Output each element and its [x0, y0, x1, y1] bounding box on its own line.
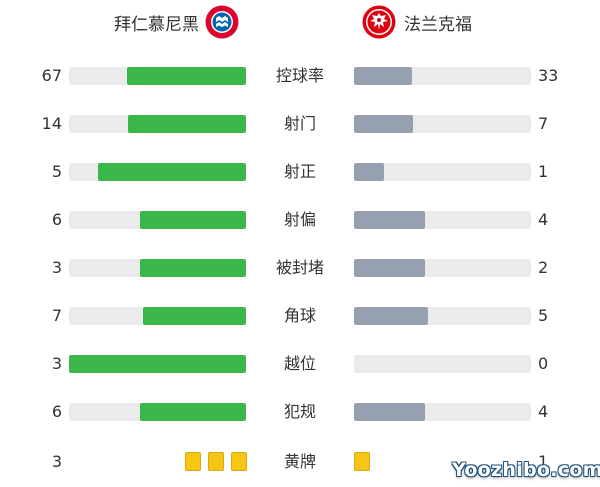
home-stat-bar [69, 403, 246, 421]
away-stat-bar-fill [354, 115, 413, 133]
stat-row: 3 越位 0 [0, 354, 600, 374]
yellow-card-icon [185, 452, 201, 471]
home-stat-value: 3 [51, 258, 62, 277]
stat-label: 犯规 [283, 402, 316, 421]
home-stat-value: 67 [41, 66, 62, 85]
yellow-card-icon [231, 452, 247, 471]
away-stat-bar [354, 163, 531, 181]
home-stat-bar-fill [140, 259, 246, 277]
away-stat-bar [354, 355, 531, 373]
home-stat-value: 7 [51, 306, 62, 325]
home-stat-bar-fill [140, 403, 246, 421]
away-stat-bar-fill [354, 67, 412, 85]
away-stat-bar [354, 307, 531, 325]
home-yellow-cards: 3 [51, 452, 62, 471]
teams-header: 拜仁慕尼黑 法兰克福 [0, 0, 600, 48]
away-yellow-cards: 1 [538, 452, 549, 471]
stat-label: 越位 [283, 354, 316, 373]
home-stat-value: 5 [51, 162, 62, 181]
home-stat-bar-fill [143, 307, 246, 325]
home-stat-bar [69, 67, 246, 85]
home-team-name: 拜仁慕尼黑 [114, 14, 199, 35]
away-stat-bar-fill [354, 163, 384, 181]
away-stat-value: 5 [538, 306, 549, 325]
stat-label: 被封堵 [275, 258, 324, 277]
away-team: 法兰克福 [362, 4, 472, 40]
yellow-card-icon [208, 452, 224, 471]
away-stat-value: 2 [538, 258, 549, 277]
stat-label: 射偏 [283, 210, 316, 229]
away-stat-value: 1 [538, 162, 549, 181]
away-stat-value: 4 [538, 402, 549, 421]
home-stat-bar-fill [69, 355, 246, 373]
home-stat-value: 6 [51, 402, 62, 421]
stat-row: 14 射门 7 [0, 114, 600, 134]
away-stat-bar [354, 115, 531, 133]
yellow-card-row: 3 黄牌 1 [0, 452, 600, 472]
away-stat-value: 7 [538, 114, 549, 133]
home-stat-bar [69, 163, 246, 181]
home-stat-bar-fill [140, 211, 246, 229]
home-stat-bar-fill [128, 115, 246, 133]
stat-label: 射门 [283, 114, 316, 133]
away-stat-bar-fill [354, 307, 428, 325]
yellow-card-icon [354, 452, 370, 471]
yellow-card-label: 黄牌 [283, 452, 316, 471]
stat-label: 控球率 [275, 66, 324, 85]
watermark: Yoozhibo.com [452, 459, 600, 481]
stat-row: 67 控球率 33 [0, 66, 600, 86]
bayern-munich-logo-icon [205, 5, 239, 39]
away-stat-value: 4 [538, 210, 549, 229]
home-stat-bar [69, 355, 246, 373]
home-stat-bar-fill [127, 67, 246, 85]
eintracht-frankfurt-eagle-logo-icon [362, 5, 396, 39]
home-stat-value: 3 [51, 354, 62, 373]
stat-row: 6 犯规 4 [0, 402, 600, 422]
stat-row: 5 射正 1 [0, 162, 600, 182]
home-stat-bar [69, 259, 246, 277]
stat-label: 角球 [283, 306, 316, 325]
home-stat-bar [69, 211, 246, 229]
home-stat-value: 14 [41, 114, 62, 133]
away-stat-bar-fill [354, 403, 425, 421]
home-team: 拜仁慕尼黑 [114, 4, 239, 40]
away-stat-bar [354, 211, 531, 229]
away-stat-bar-fill [354, 211, 425, 229]
away-team-name: 法兰克福 [404, 14, 472, 35]
stat-label: 射正 [283, 162, 316, 181]
home-stat-bar [69, 307, 246, 325]
home-stat-bar-fill [98, 163, 246, 181]
away-stat-bar-fill [354, 259, 425, 277]
away-stat-value: 33 [538, 66, 559, 85]
home-stat-value: 6 [51, 210, 62, 229]
home-stat-bar [69, 115, 246, 133]
away-stat-bar [354, 259, 531, 277]
stat-row: 6 射偏 4 [0, 210, 600, 230]
away-stat-bar [354, 67, 531, 85]
away-stat-bar [354, 403, 531, 421]
stat-row: 3 被封堵 2 [0, 258, 600, 278]
away-stat-value: 0 [538, 354, 549, 373]
stat-row: 7 角球 5 [0, 306, 600, 326]
